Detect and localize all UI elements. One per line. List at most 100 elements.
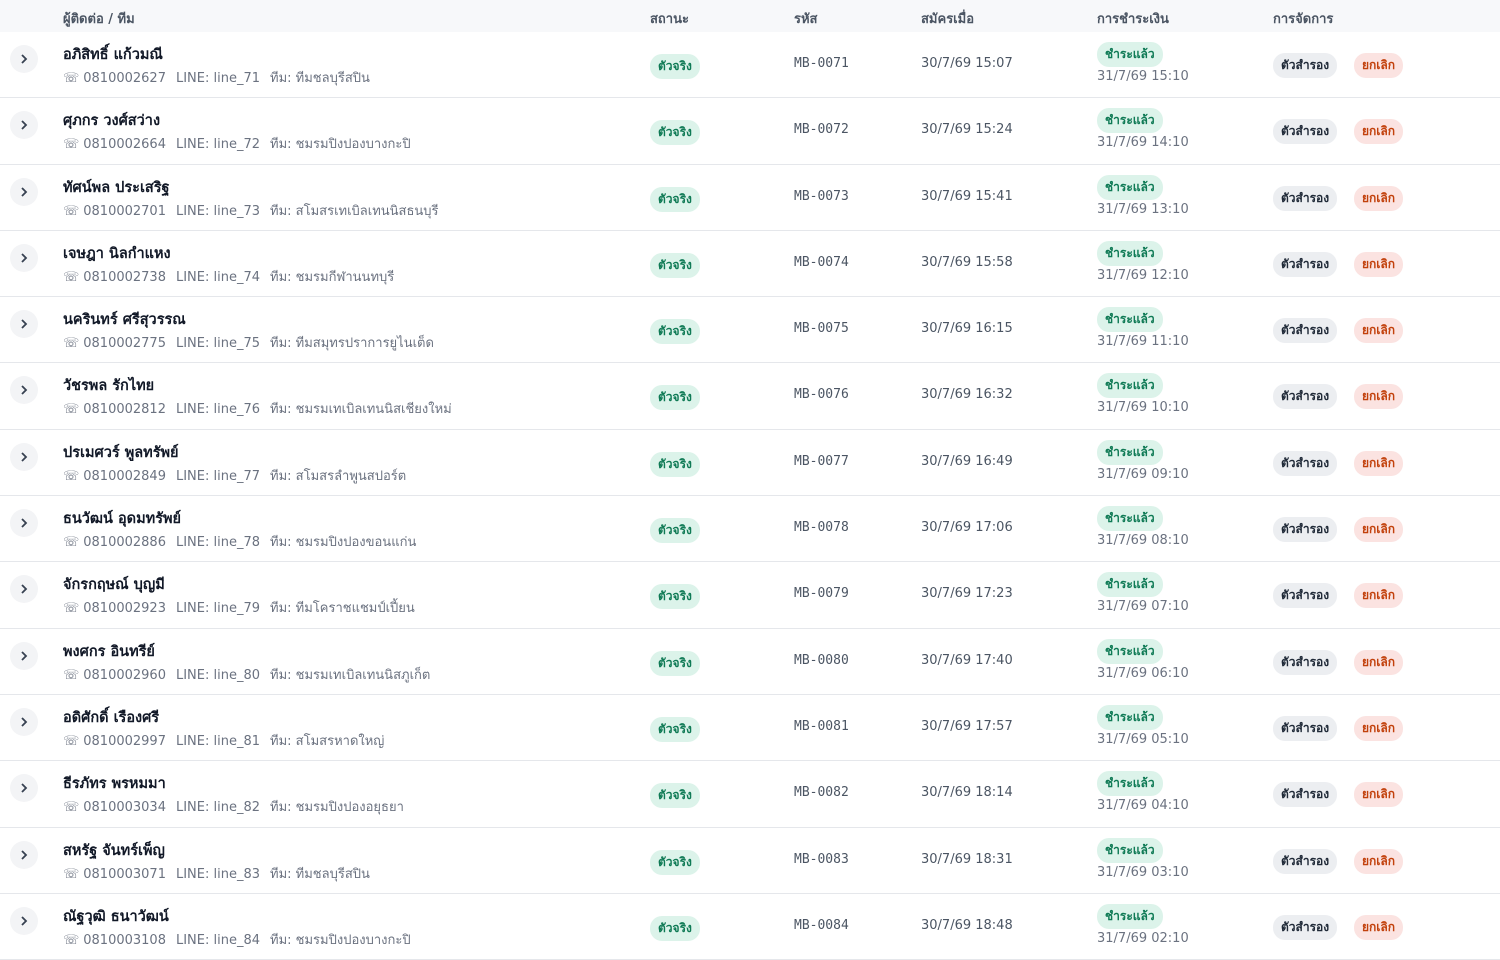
reserve-button[interactable]: ตัวสำรอง bbox=[1273, 450, 1338, 476]
line-id: LINE: line_79 bbox=[175, 601, 261, 617]
registered-at: 30/7/69 15:24 bbox=[921, 122, 1013, 138]
table-row: อดิศักดิ์ เรืองศรี ☏ 0810002997 LINE: line_… bbox=[0, 695, 1500, 762]
expand-button[interactable] bbox=[10, 111, 38, 140]
registered-at: 30/7/69 17:57 bbox=[921, 718, 1013, 734]
status-badge: ตัวจริง bbox=[650, 54, 700, 79]
expand-button[interactable] bbox=[10, 840, 38, 869]
expand-button[interactable] bbox=[10, 376, 38, 405]
expand-button[interactable] bbox=[10, 774, 38, 803]
paid-at: 31/7/69 09:10 bbox=[1097, 466, 1189, 482]
team: ทีม: ทีมชลบุรีสปิน bbox=[270, 71, 370, 86]
cancel-button[interactable]: ยกเลิก bbox=[1354, 119, 1404, 145]
paid-at: 31/7/69 02:10 bbox=[1097, 930, 1189, 946]
payment-badge: ชำระแล้ว bbox=[1097, 174, 1163, 200]
registered-at: 30/7/69 15:07 bbox=[921, 56, 1013, 71]
registered-at: 30/7/69 17:06 bbox=[921, 520, 1013, 536]
phone-number: 0810002664 bbox=[83, 137, 166, 153]
reserve-button[interactable]: ตัวสำรอง bbox=[1273, 53, 1338, 78]
contact-details: ☏ 0810002738 LINE: line_74 ทีม: ชมรมกีฬานนท… bbox=[63, 266, 404, 287]
expand-button[interactable] bbox=[10, 641, 38, 670]
phone-number: 0810002886 bbox=[83, 535, 166, 551]
paid-at: 31/7/69 15:10 bbox=[1097, 69, 1189, 84]
phone-number: 0810003108 bbox=[83, 932, 166, 948]
reserve-button[interactable]: ตัวสำรอง bbox=[1273, 715, 1338, 741]
reserve-button[interactable]: ตัวสำรอง bbox=[1273, 848, 1338, 874]
expand-button[interactable] bbox=[10, 45, 38, 73]
contact-name: ธนวัฒน์ อุดมทรัพย์ bbox=[63, 511, 182, 528]
table-row: เจษฎา นิลกำแหง ☏ 0810002738 LINE: line_74 ที… bbox=[0, 231, 1500, 298]
expand-button[interactable] bbox=[10, 906, 38, 935]
reserve-button[interactable]: ตัวสำรอง bbox=[1273, 583, 1338, 609]
phone-number: 0810003034 bbox=[83, 800, 166, 816]
phone-icon: ☏ bbox=[63, 535, 80, 551]
reserve-button[interactable]: ตัวสำรอง bbox=[1273, 649, 1338, 675]
expand-button[interactable] bbox=[10, 310, 38, 339]
member-code: MB-0081 bbox=[794, 718, 849, 734]
reserve-button[interactable]: ตัวสำรอง bbox=[1273, 914, 1338, 940]
status-badge: ตัวจริง bbox=[650, 451, 700, 477]
contact-name: เจษฎา นิลกำแหง bbox=[63, 245, 171, 262]
expand-button[interactable] bbox=[10, 243, 38, 272]
status-badge: ตัวจริง bbox=[650, 716, 700, 742]
phone-icon: ☏ bbox=[63, 402, 80, 418]
contact-name: วัชรพล รักไทย bbox=[63, 378, 155, 395]
contact-details: ☏ 0810002701 LINE: line_73 ทีม: สโมสรเทเบิล… bbox=[63, 200, 449, 221]
line-id: LINE: line_71 bbox=[175, 71, 261, 86]
phone: ☏ 0810002923 bbox=[63, 601, 166, 616]
phone-icon: ☏ bbox=[63, 71, 80, 86]
cancel-button[interactable]: ยกเลิก bbox=[1354, 914, 1404, 940]
expand-button[interactable] bbox=[10, 707, 38, 736]
reserve-button[interactable]: ตัวสำรอง bbox=[1273, 119, 1338, 145]
body: {"header":{"columns":["ผู้ติดต่อ / ทีม",… bbox=[0, 12, 1500, 960]
payment-badge: ชำระแล้ว bbox=[1097, 506, 1163, 532]
member-code: MB-0073 bbox=[794, 188, 849, 204]
payment-badge: ชำระแล้ว bbox=[1097, 704, 1163, 730]
cancel-button[interactable]: ยกเลิก bbox=[1354, 583, 1404, 609]
cancel-button[interactable]: ยกเลิก bbox=[1354, 251, 1404, 277]
cancel-button[interactable]: ยกเลิก bbox=[1354, 715, 1404, 741]
cancel-button[interactable]: ยกเลิก bbox=[1354, 517, 1404, 543]
expand-button[interactable] bbox=[10, 575, 38, 604]
line-id: LINE: line_82 bbox=[175, 800, 261, 816]
reserve-button[interactable]: ตัวสำรอง bbox=[1273, 384, 1338, 410]
registered-at: 30/7/69 16:32 bbox=[921, 387, 1013, 403]
reserve-button[interactable]: ตัวสำรอง bbox=[1273, 318, 1338, 344]
expand-button[interactable] bbox=[10, 442, 38, 471]
table-row: ธนวัฒน์ อุดมทรัพย์ ☏ 0810002886 LINE: line_… bbox=[0, 496, 1500, 563]
column-header: สถานะ bbox=[650, 12, 689, 27]
expand-button[interactable] bbox=[10, 177, 38, 206]
cancel-button[interactable]: ยกเลิก bbox=[1354, 649, 1404, 675]
reserve-button[interactable]: ตัวสำรอง bbox=[1273, 517, 1338, 543]
team: ทีม: ชมรมเทเบิลเทนนิสเชียงใหม่ bbox=[270, 402, 452, 418]
expand-button[interactable] bbox=[10, 509, 38, 538]
line-id: LINE: line_76 bbox=[175, 402, 261, 418]
member-code: MB-0076 bbox=[794, 387, 849, 403]
reserve-button[interactable]: ตัวสำรอง bbox=[1273, 782, 1338, 808]
cancel-button[interactable]: ยกเลิก bbox=[1354, 848, 1404, 874]
payment-badge: ชำระแล้ว bbox=[1097, 108, 1163, 134]
phone-icon: ☏ bbox=[63, 733, 80, 749]
cancel-button[interactable]: ยกเลิก bbox=[1354, 384, 1404, 410]
contact-name: ณัฐวุฒิ ธนาวัฒน์ bbox=[63, 908, 169, 925]
contact-name: ทัศน์พล ประเสริฐ bbox=[63, 179, 170, 196]
table-row: พงศกร อินทรีย์ ☏ 0810002960 LINE: line_80 ที… bbox=[0, 629, 1500, 695]
chevron-icon bbox=[21, 916, 28, 926]
member-code: MB-0078 bbox=[794, 520, 849, 536]
table-row: สหรัฐ จันทร์เพ็ญ ☏ 0810003071 LINE: line_83… bbox=[0, 828, 1500, 894]
reserve-button[interactable]: ตัวสำรอง bbox=[1273, 185, 1338, 211]
cancel-button[interactable]: ยกเลิก bbox=[1354, 53, 1404, 78]
status-badge: ตัวจริง bbox=[650, 252, 700, 278]
phone-number: 0810002923 bbox=[83, 601, 166, 617]
member-code: MB-0082 bbox=[794, 785, 849, 801]
column-header: การชำระเงิน bbox=[1097, 12, 1169, 27]
team: ทีม: ทีมโคราชแชมป์เปี้ยน bbox=[270, 601, 415, 617]
phone: ☏ 0810003071 bbox=[63, 867, 166, 882]
member-code: MB-0077 bbox=[794, 453, 849, 469]
registered-at: 30/7/69 16:49 bbox=[921, 453, 1013, 469]
cancel-button[interactable]: ยกเลิก bbox=[1354, 318, 1404, 344]
cancel-button[interactable]: ยกเลิก bbox=[1354, 450, 1404, 476]
reserve-button[interactable]: ตัวสำรอง bbox=[1273, 251, 1338, 277]
cancel-button[interactable]: ยกเลิก bbox=[1354, 185, 1404, 211]
cancel-button[interactable]: ยกเลิก bbox=[1354, 782, 1404, 808]
paid-at: 31/7/69 05:10 bbox=[1097, 731, 1189, 747]
